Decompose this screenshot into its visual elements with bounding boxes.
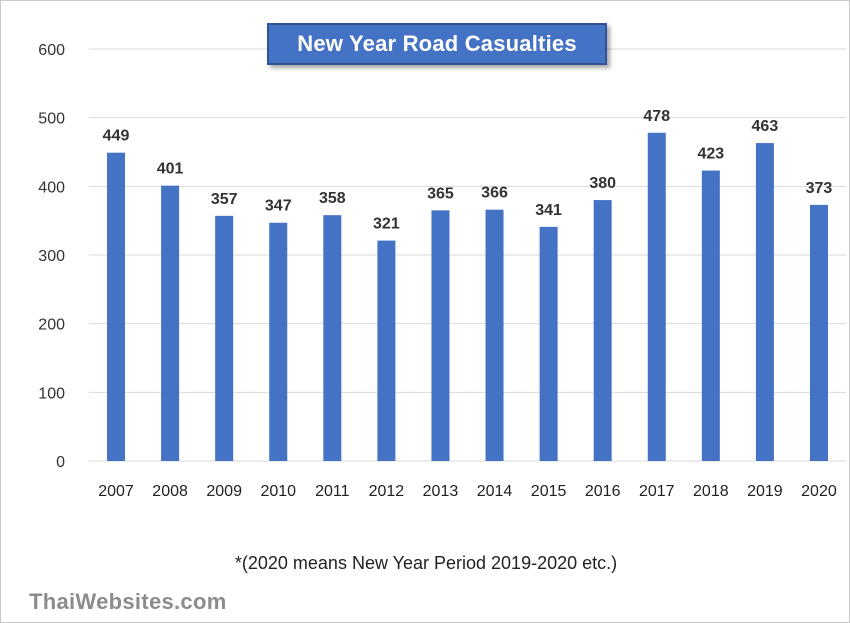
- y-axis-ticks: 0 100 200 300 400 500 600: [38, 42, 65, 471]
- y-tick-label: 300: [38, 248, 65, 265]
- data-label: 373: [806, 180, 833, 197]
- bar: [323, 215, 342, 461]
- watermark: ThaiWebsites.com: [29, 589, 227, 614]
- data-label: 341: [535, 202, 562, 219]
- x-axis-ticks: 2007 2008 2009 2010 2011 2012 2013 2014 2015 2016…: [98, 483, 837, 500]
- x-tick-label: 2012: [369, 483, 405, 500]
- x-tick-label: 2007: [98, 483, 134, 500]
- data-label: 401: [157, 161, 184, 178]
- x-tick-label: 2020: [801, 483, 837, 500]
- y-tick-label: 100: [38, 385, 65, 402]
- data-label: 365: [427, 185, 454, 202]
- data-label: 463: [752, 118, 779, 135]
- x-tick-label: 2009: [206, 483, 242, 500]
- data-label: 357: [211, 191, 238, 208]
- data-label: 478: [643, 108, 670, 125]
- bar: [647, 132, 666, 462]
- data-label: 366: [481, 185, 508, 202]
- data-label: 347: [265, 198, 292, 215]
- x-tick-label: 2015: [531, 483, 567, 500]
- data-label: 358: [319, 190, 346, 207]
- data-labels: 449 401 357 347 358 321 365 366 341 380 478 423 463 3…: [103, 108, 833, 233]
- x-tick-label: 2019: [747, 483, 783, 500]
- x-tick-label: 2013: [423, 483, 459, 500]
- data-label: 380: [589, 175, 616, 192]
- bar: [701, 170, 720, 462]
- bar: [269, 222, 288, 461]
- chart-title: New Year Road Casualties: [267, 23, 607, 65]
- bar: [485, 209, 504, 461]
- x-tick-label: 2017: [639, 483, 675, 500]
- x-tick-label: 2008: [152, 483, 188, 500]
- data-label: 423: [697, 146, 724, 163]
- bar: [593, 200, 612, 462]
- bar: [161, 185, 180, 461]
- data-label: 449: [103, 128, 130, 145]
- y-tick-label: 500: [38, 111, 65, 128]
- y-tick-label: 200: [38, 317, 65, 334]
- bar: [755, 143, 774, 461]
- y-tick-label: 600: [38, 42, 65, 59]
- bar: [809, 204, 828, 461]
- x-tick-label: 2018: [693, 483, 729, 500]
- bar: [107, 152, 126, 462]
- footnote: *(2020 means New Year Period 2019-2020 e…: [234, 553, 618, 573]
- bar: [539, 226, 558, 461]
- bar: [377, 240, 396, 461]
- x-tick-label: 2016: [585, 483, 621, 500]
- y-tick-label: 0: [56, 454, 65, 471]
- x-tick-label: 2011: [315, 483, 350, 500]
- bars: [107, 132, 828, 462]
- bar: [431, 210, 450, 461]
- bar: [215, 215, 234, 461]
- x-tick-label: 2014: [477, 483, 513, 500]
- gridlines: [89, 48, 846, 462]
- x-tick-label: 2010: [260, 483, 296, 500]
- y-tick-label: 400: [38, 179, 65, 196]
- data-label: 321: [373, 216, 400, 233]
